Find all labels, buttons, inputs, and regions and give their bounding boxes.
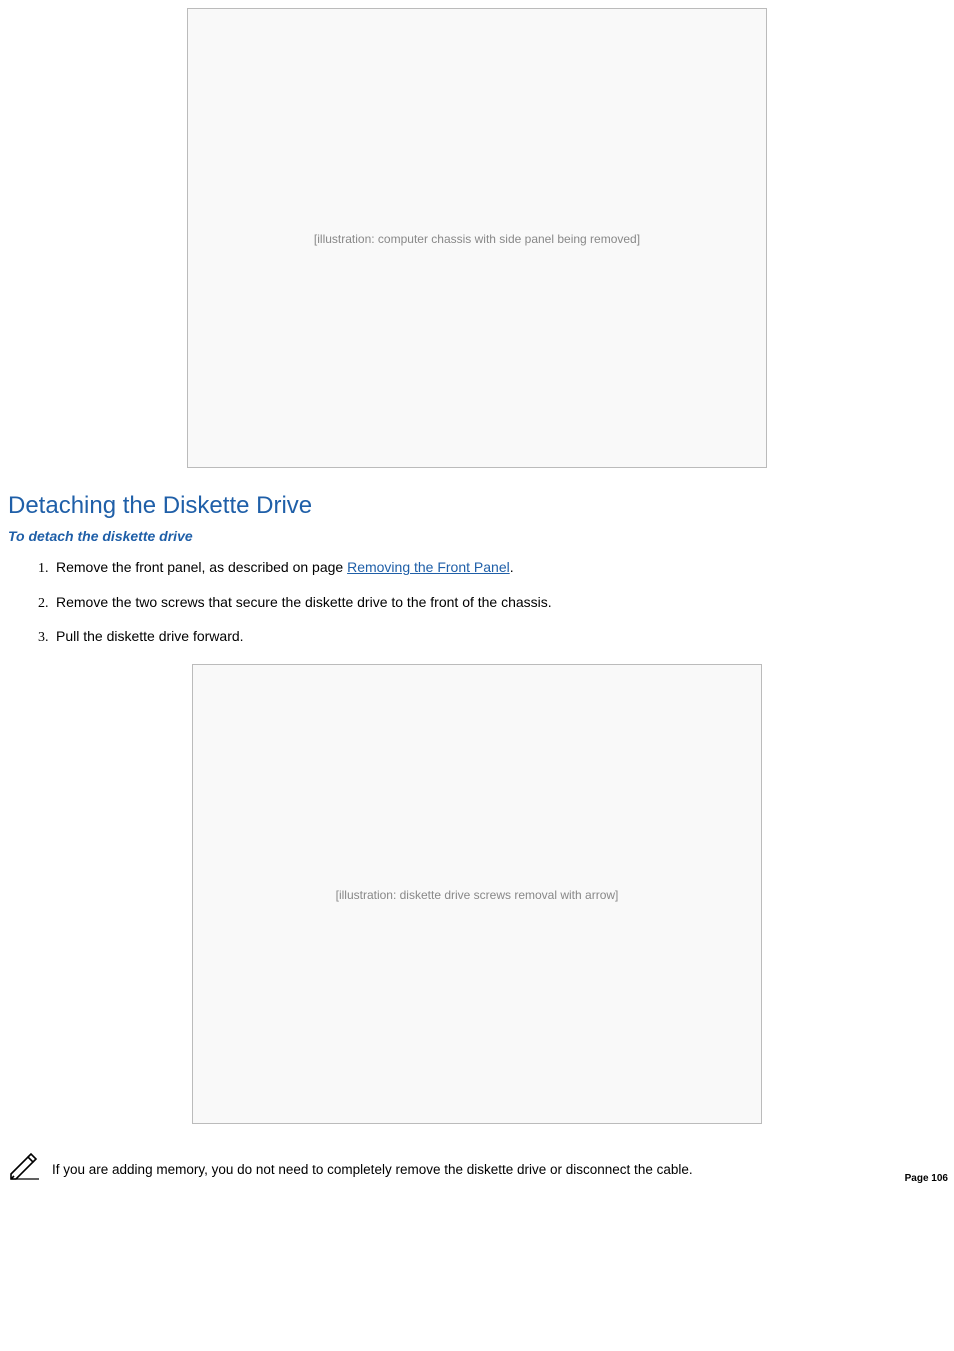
section-title: Detaching the Diskette Drive <box>8 492 946 520</box>
step-text-pre: Remove the front panel, as described on … <box>56 559 347 575</box>
figure-side-panel-removal: [illustration: computer chassis with sid… <box>187 8 767 468</box>
figure-1-wrap: [illustration: computer chassis with sid… <box>8 8 946 468</box>
procedure-steps: Remove the front panel, as described on … <box>8 558 946 648</box>
note-text: If you are adding memory, you do not nee… <box>52 1161 693 1180</box>
link-removing-front-panel[interactable]: Removing the Front Panel <box>347 559 510 575</box>
page-number: Page 106 <box>905 1173 948 1184</box>
step-item: Remove the front panel, as described on … <box>52 558 946 579</box>
step-text-pre: Remove the two screws that secure the di… <box>56 594 552 610</box>
document-page: [illustration: computer chassis with sid… <box>0 8 954 1188</box>
pen-note-icon <box>8 1152 42 1180</box>
step-text-post: . <box>510 559 514 575</box>
procedure-subhead: To detach the diskette drive <box>8 528 946 544</box>
step-item: Pull the diskette drive forward. <box>52 627 946 648</box>
figure-2-wrap: [illustration: diskette drive screws rem… <box>8 664 946 1124</box>
figure-diskette-drive-removal: [illustration: diskette drive screws rem… <box>192 664 762 1124</box>
note-row: If you are adding memory, you do not nee… <box>8 1152 946 1180</box>
step-text-pre: Pull the diskette drive forward. <box>56 628 244 644</box>
step-item: Remove the two screws that secure the di… <box>52 593 946 614</box>
